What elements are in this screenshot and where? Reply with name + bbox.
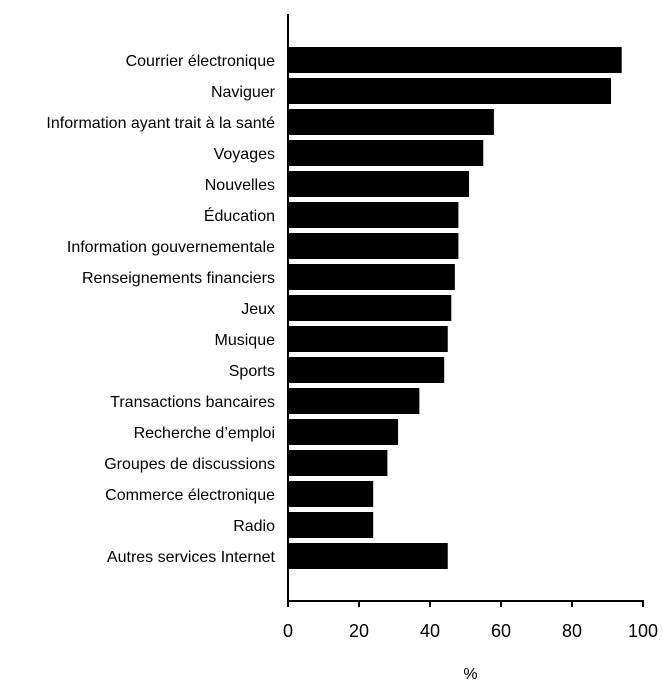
category-label: Musique: [215, 332, 276, 349]
bar: [288, 388, 420, 414]
bars-group: [288, 47, 622, 569]
bar: [288, 109, 494, 135]
category-label: Jeux: [241, 301, 275, 318]
bar: [288, 295, 452, 321]
bar: [288, 78, 612, 104]
category-label: Nouvelles: [205, 177, 275, 194]
category-label: Éducation: [204, 206, 275, 225]
bar: [288, 326, 448, 352]
bar: [288, 202, 459, 228]
x-tick-label: 40: [420, 621, 440, 641]
bar: [288, 171, 470, 197]
category-label: Information gouvernementale: [67, 239, 275, 256]
bar: [288, 450, 388, 476]
category-label: Courrier électronique: [126, 53, 276, 70]
bar: [288, 140, 484, 166]
bar: [288, 512, 374, 538]
category-label: Information ayant trait à la santé: [46, 115, 275, 132]
bar: [288, 419, 399, 445]
x-tick-label: 0: [283, 621, 293, 641]
category-label: Transactions bancaires: [110, 394, 275, 411]
category-label: Sports: [229, 363, 275, 380]
x-tick-label: 60: [491, 621, 511, 641]
category-label: Recherche d’emploi: [134, 425, 275, 442]
category-labels: Courrier électronique Naviguer Information…: [46, 53, 275, 566]
category-label: Renseignements financiers: [82, 270, 275, 287]
bar: [288, 264, 455, 290]
x-tick-label: 80: [562, 621, 582, 641]
bar: [288, 47, 622, 73]
bar: [288, 357, 445, 383]
bar: [288, 543, 448, 569]
category-label: Naviguer: [211, 84, 276, 101]
x-axis-ticks: 0 20 40 60 80 100: [283, 601, 658, 641]
x-tick-label: 20: [349, 621, 369, 641]
bar: [288, 481, 374, 507]
category-label: Voyages: [214, 146, 275, 163]
category-label: Radio: [233, 518, 275, 535]
x-axis-label: %: [463, 666, 477, 683]
x-tick-label: 100: [628, 621, 658, 641]
category-label: Commerce électronique: [105, 487, 275, 504]
category-label: Groupes de discussions: [104, 456, 275, 473]
bar: [288, 233, 459, 259]
category-label: Autres services Internet: [107, 549, 276, 566]
